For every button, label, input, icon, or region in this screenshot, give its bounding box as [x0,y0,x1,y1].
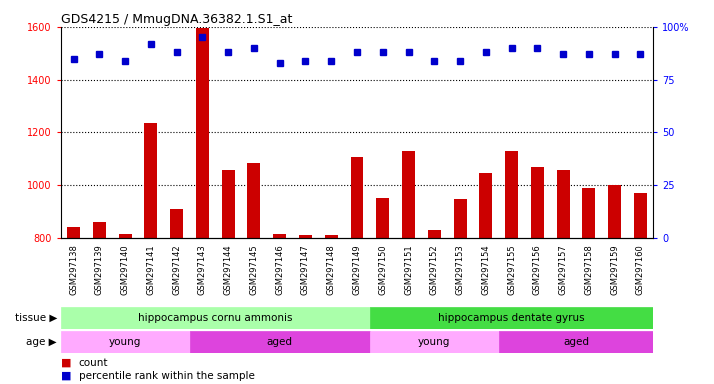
Text: GDS4215 / MmugDNA.36382.1.S1_at: GDS4215 / MmugDNA.36382.1.S1_at [61,13,292,26]
Bar [67,227,80,238]
Bar [189,331,370,353]
Bar [93,222,106,238]
Bar [61,307,370,329]
Bar [498,331,653,353]
Text: young: young [418,337,451,347]
Text: hippocampus dentate gyrus: hippocampus dentate gyrus [438,313,585,323]
Bar [608,185,621,238]
Bar [370,307,653,329]
Text: ■: ■ [61,358,71,368]
Text: hippocampus cornu ammonis: hippocampus cornu ammonis [138,313,293,323]
Text: aged: aged [563,337,589,347]
Bar [505,151,518,238]
Bar [634,193,647,238]
Bar [273,234,286,238]
Text: ■: ■ [61,371,71,381]
Bar [402,151,415,238]
Bar [196,28,208,238]
Text: young: young [109,337,141,347]
Text: count: count [79,358,108,368]
Bar [428,230,441,238]
Text: percentile rank within the sample: percentile rank within the sample [79,371,254,381]
Bar [453,199,466,238]
Bar [583,188,595,238]
Bar [299,235,312,238]
Bar [61,331,189,353]
Bar [376,198,389,238]
Bar [119,234,131,238]
Text: tissue ▶: tissue ▶ [15,313,57,323]
Bar [351,157,363,238]
Bar [557,170,570,238]
Bar [170,209,183,238]
Bar [248,162,261,238]
Bar [222,170,235,238]
Bar [144,123,157,238]
Bar [531,167,544,238]
Bar [370,331,498,353]
Bar [325,235,338,238]
Bar [479,173,492,238]
Text: aged: aged [267,337,293,347]
Text: age ▶: age ▶ [26,337,57,347]
